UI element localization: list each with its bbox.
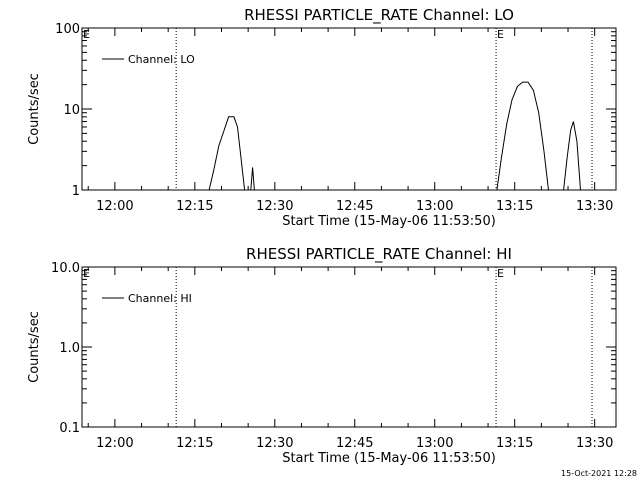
plot-timestamp: 15-Oct-2021 12:28 — [561, 469, 637, 478]
series-line-lo — [250, 167, 255, 191]
x-tick-label-hi: 12:30 — [256, 436, 293, 451]
y-axis-label-lo: Counts/sec — [27, 73, 42, 145]
y-tick-label-lo: 100 — [55, 22, 80, 37]
y-tick-label-lo: 10 — [63, 103, 80, 118]
plot-frame-hi — [81, 266, 617, 428]
y-tick-label-hi: 1.0 — [59, 341, 80, 356]
y-tick-label-hi: 0.1 — [59, 421, 80, 436]
y-axis-label-hi: Counts/sec — [27, 311, 42, 383]
x-tick-label-lo: 13:30 — [576, 199, 613, 214]
x-tick-label-lo: 12:15 — [176, 199, 213, 214]
x-tick-label-lo: 12:00 — [96, 199, 133, 214]
x-tick-label-hi: 12:00 — [96, 436, 133, 451]
x-tick-label-lo: 13:00 — [416, 199, 453, 214]
x-axis-label-hi: Start Time (15-May-06 11:53:50) — [282, 451, 496, 466]
chart-title-hi: RHESSI PARTICLE_RATE Channel: HI — [246, 245, 512, 264]
x-axis-label-lo: Start Time (15-May-06 11:53:50) — [282, 214, 496, 229]
event-marker-label-hi: E — [83, 267, 90, 280]
series-line-lo — [208, 116, 246, 191]
event-marker-label-hi: E — [497, 267, 504, 280]
x-tick-label-lo: 12:45 — [336, 199, 373, 214]
series-line-lo — [496, 81, 549, 191]
x-tick-label-hi: 13:00 — [416, 436, 453, 451]
x-tick-label-hi: 13:15 — [496, 436, 533, 451]
x-tick-label-lo: 13:15 — [496, 199, 533, 214]
event-marker-label-lo: E — [83, 28, 90, 41]
chart-title-lo: RHESSI PARTICLE_RATE Channel: LO — [244, 6, 514, 25]
y-tick-label-hi: 10.0 — [51, 261, 80, 276]
x-tick-label-lo: 12:30 — [256, 199, 293, 214]
legend-label-lo: Channel: LO — [128, 53, 195, 66]
legend-label-hi: Channel: HI — [128, 292, 192, 305]
x-tick-label-hi: 12:15 — [176, 436, 213, 451]
x-tick-label-hi: 13:30 — [576, 436, 613, 451]
event-marker-label-lo: E — [497, 28, 504, 41]
x-tick-label-hi: 12:45 — [336, 436, 373, 451]
y-tick-label-lo: 1 — [72, 184, 80, 199]
series-line-lo — [563, 121, 581, 191]
